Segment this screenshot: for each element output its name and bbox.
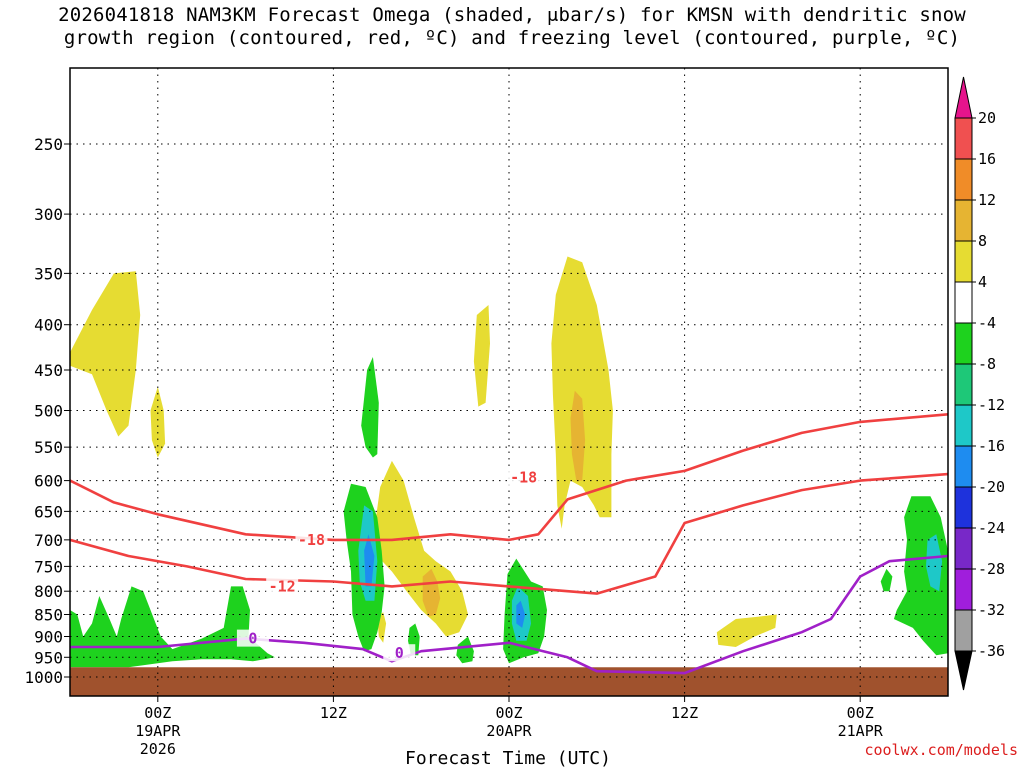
colorbar-box-10 — [954, 527, 973, 570]
y-tick-label-250: 250 — [34, 135, 63, 154]
colorbar-label-5: -4 — [978, 314, 996, 332]
y-tick-label-950: 950 — [34, 648, 63, 667]
contour-label-bg-1 — [266, 577, 299, 595]
omega-region-8 — [422, 568, 441, 617]
colorbar: 20 16 12 8 4 -4 -8 -12 -16 -20 -24 -28 -32 -36 — [954, 76, 1005, 691]
x-axis-title: Forecast Time (UTC) — [405, 748, 611, 768]
colorbar-top-arrow — [954, 76, 973, 119]
y-tick-label-300: 300 — [34, 205, 63, 224]
colorbar-label-4: 4 — [978, 273, 987, 291]
colorbar-label-7: -12 — [978, 396, 1005, 414]
grid-layer — [70, 68, 948, 696]
colorbar-box-7 — [954, 404, 973, 447]
colorbar-label-6: -8 — [978, 355, 996, 373]
freezing-level-0-line — [70, 554, 948, 675]
contour-label-4: 0 — [395, 644, 404, 662]
y-tick-label-350: 350 — [34, 264, 63, 283]
chart-title-line-2: growth region (contoured, red, ºC) and f… — [63, 27, 961, 49]
credit-link[interactable]: coolwx.com/models — [864, 741, 1018, 759]
contour-label-bg-2 — [507, 468, 540, 486]
y-tick-label-550: 550 — [34, 438, 63, 457]
y-tick-label-900: 900 — [34, 627, 63, 646]
contour-label-bg-4 — [383, 644, 416, 662]
dgz-minus-18-line — [70, 413, 948, 542]
contour-label-bg-0 — [295, 530, 328, 548]
x-date-label-0: 19APR — [135, 722, 181, 740]
omega-region-3 — [372, 460, 468, 637]
colorbar-box-0 — [954, 117, 973, 160]
colorbar-box-4 — [954, 281, 973, 324]
y-tick-label-850: 850 — [34, 606, 63, 625]
colorbar-box-8 — [954, 445, 973, 488]
y-tick-label-400: 400 — [34, 316, 63, 335]
colorbar-box-5 — [954, 322, 973, 365]
x-tick-label-48: 00Z — [847, 704, 874, 722]
colorbar-label-2: 12 — [978, 191, 996, 209]
colorbar-box-2 — [954, 199, 973, 242]
omega-region-21 — [926, 534, 943, 592]
terrain-ground — [70, 667, 948, 696]
y-tick-label-1000: 1000 — [24, 668, 63, 687]
colorbar-label-3: 8 — [978, 232, 987, 250]
omega-region-22 — [516, 600, 526, 628]
omega-region-1 — [70, 271, 141, 437]
y-tick-label-750: 750 — [34, 557, 63, 576]
y-axis: 250 300 350 400 450 500 550 600 650 700 750 800 850 9… — [24, 135, 70, 687]
contour-label-1: -12 — [269, 577, 296, 595]
colorbar-box-1 — [954, 158, 973, 201]
x-tick-label-24: 00Z — [495, 704, 522, 722]
omega-region-11 — [361, 357, 379, 458]
omega-region-19 — [364, 534, 375, 587]
x-tick-label-36: 12Z — [671, 704, 698, 722]
x-year-label-0: 2026 — [140, 740, 176, 758]
y-tick-label-500: 500 — [34, 402, 63, 421]
x-date-label-24: 20APR — [486, 722, 532, 740]
contour-label-2: -18 — [510, 468, 537, 486]
colorbar-label-11: -28 — [978, 560, 1005, 578]
colorbar-box-9 — [954, 486, 973, 529]
chart-title: 2026041818 NAM3KM Forecast Omega (shaded… — [0, 4, 1024, 50]
omega-region-14 — [456, 636, 474, 664]
y-tick-label-650: 650 — [34, 502, 63, 521]
y-tick-label-700: 700 — [34, 531, 63, 550]
colorbar-box-12 — [954, 609, 973, 652]
y-tick-label-600: 600 — [34, 472, 63, 491]
colorbar-box-6 — [954, 363, 973, 406]
omega-region-17 — [880, 568, 893, 592]
x-tick-label-0: 00Z — [144, 704, 171, 722]
chart-title-line-1: 2026041818 NAM3KM Forecast Omega (shaded… — [58, 4, 966, 26]
colorbar-label-0: 20 — [978, 109, 996, 127]
omega-region-9 — [570, 390, 586, 481]
colorbar-box-11 — [954, 568, 973, 611]
y-tick-label-450: 450 — [34, 361, 63, 380]
y-tick-label-800: 800 — [34, 582, 63, 601]
x-date-label-48: 21APR — [838, 722, 884, 740]
omega-region-7 — [716, 614, 777, 647]
contour-label-3: 0 — [248, 630, 257, 648]
contour-layer: -18 -12 -18 0 0 — [70, 413, 948, 675]
dgz-minus-12-line — [70, 472, 948, 595]
colorbar-label-10: -24 — [978, 519, 1005, 537]
contour-label-0: -18 — [298, 531, 325, 549]
omega-region-5 — [473, 305, 490, 407]
omega-region-10 — [70, 586, 275, 668]
colorbar-bottom-arrow — [954, 650, 973, 691]
colorbar-label-1: 16 — [978, 150, 996, 168]
colorbar-label-12: -32 — [978, 601, 1005, 619]
omega-region-2 — [150, 386, 166, 458]
contour-label-bg-3 — [236, 629, 269, 647]
colorbar-box-3 — [954, 240, 973, 283]
colorbar-label-8: -16 — [978, 437, 1005, 455]
colorbar-label-9: -20 — [978, 478, 1005, 496]
x-tick-label-12: 12Z — [320, 704, 347, 722]
colorbar-label-13: -36 — [978, 642, 1005, 660]
